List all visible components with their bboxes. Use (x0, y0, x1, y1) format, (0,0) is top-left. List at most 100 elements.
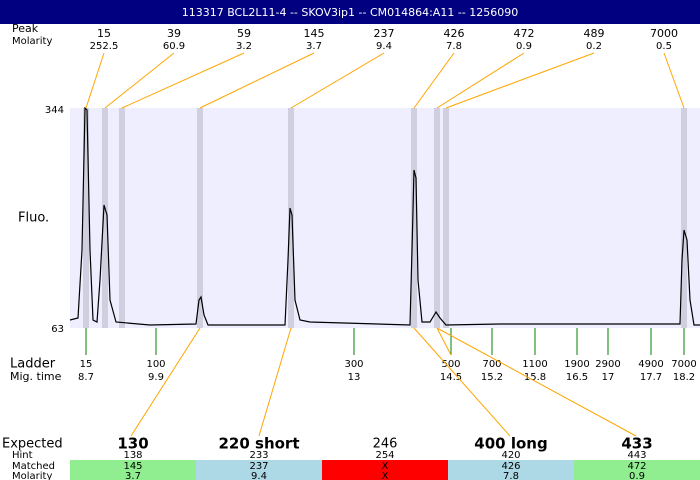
y-top-label: 344 (45, 105, 64, 116)
peak-band (197, 108, 203, 328)
peak-band (681, 108, 687, 328)
ladder-size: 4900 (638, 359, 663, 370)
peak-connector (290, 52, 385, 109)
peak-molarity: 3.7 (306, 41, 322, 52)
cell-expected: 130 (117, 435, 148, 453)
column-bg (448, 460, 574, 480)
ladder-time: 8.7 (78, 372, 94, 383)
cell-hint: 254 (375, 450, 394, 461)
ladder-size: 500 (441, 359, 460, 370)
peak-molarity: 60.9 (163, 41, 185, 52)
row-label: Matched (12, 461, 55, 472)
peak-molarity: 9.4 (376, 41, 392, 52)
peak-connector (663, 52, 685, 109)
peak-band (411, 108, 417, 328)
peak-molarity: 3.2 (236, 41, 252, 52)
cell-matched: X (382, 461, 389, 472)
peak-size: 39 (167, 27, 181, 40)
cell-expected: 220 short (218, 435, 299, 453)
cell-matched: 472 (627, 461, 646, 472)
cell-molarity: 9.4 (251, 471, 267, 480)
ladder-label: Ladder (10, 357, 56, 372)
peak-band (102, 108, 108, 328)
peak-size: 145 (304, 27, 325, 40)
peak-size: 59 (237, 27, 251, 40)
ladder-size: 1100 (522, 359, 547, 370)
ladder-size: 700 (482, 359, 501, 370)
peak-band (119, 108, 125, 328)
cell-molarity: 0.9 (629, 471, 645, 480)
ladder-time: 17 (602, 372, 615, 383)
match-connector (436, 327, 452, 356)
cell-matched: 237 (249, 461, 268, 472)
peak-size: 7000 (650, 27, 678, 40)
column-bg (196, 460, 322, 480)
peak-connector (436, 52, 525, 109)
peak-size: 472 (514, 27, 535, 40)
size-row-label: Peak (12, 22, 39, 35)
cell-molarity: 7.8 (503, 471, 519, 480)
row-label: Expected (2, 437, 63, 452)
title: 113317 BCL2L11-4 -- SKOV3ip1 -- CM014864… (182, 6, 519, 19)
cell-expected: 400 long (474, 435, 547, 453)
peak-size: 426 (444, 27, 465, 40)
peak-molarity: 0.2 (586, 41, 602, 52)
cell-expected: 433 (621, 435, 652, 453)
column-bg (70, 460, 196, 480)
peak-connector (199, 52, 315, 109)
molarity-row-label: Molarity (12, 36, 52, 47)
peak-molarity: 0.5 (656, 41, 672, 52)
peak-band (443, 108, 449, 328)
cell-hint: 443 (627, 450, 646, 461)
ladder-time: 14.5 (440, 372, 462, 383)
ladder-time: 18.2 (673, 372, 695, 383)
trace (69, 106, 700, 326)
y-bottom-label: 63 (51, 324, 64, 335)
plot-area (70, 108, 700, 328)
cell-molarity: X (382, 471, 389, 480)
match-connector (413, 327, 511, 437)
peak-band (288, 108, 294, 328)
ladder-time: 17.7 (640, 372, 662, 383)
peak-size: 15 (97, 27, 111, 40)
peak-connector (104, 52, 175, 109)
cell-hint: 233 (249, 450, 268, 461)
peak-molarity: 0.9 (516, 41, 532, 52)
peak-connector (85, 52, 105, 109)
y-axis-label: Fluo. (18, 211, 49, 226)
ladder-time: 16.5 (566, 372, 588, 383)
match-connector (130, 327, 201, 437)
peak-size: 489 (584, 27, 605, 40)
peak-molarity: 252.5 (90, 41, 119, 52)
mig-time-label: Mig. time (10, 370, 62, 383)
ladder-time: 9.9 (148, 372, 164, 383)
peak-connector (413, 52, 455, 109)
peak-connector (445, 52, 595, 109)
cell-matched: 426 (501, 461, 520, 472)
ladder-time: 13 (348, 372, 361, 383)
column-bg (322, 460, 448, 480)
title-bar (0, 0, 700, 24)
cell-matched: 145 (123, 461, 142, 472)
peak-molarity: 7.8 (446, 41, 462, 52)
row-label: Molarity (12, 471, 52, 480)
match-connector (436, 327, 637, 437)
cell-expected: 246 (373, 437, 398, 452)
ladder-time: 15.2 (481, 372, 503, 383)
ladder-size: 300 (344, 359, 363, 370)
cell-hint: 138 (123, 450, 142, 461)
cell-hint: 420 (501, 450, 520, 461)
peak-band (83, 108, 89, 328)
row-label: Hint (12, 450, 33, 461)
peak-band (434, 108, 440, 328)
peak-connector (121, 52, 245, 109)
ladder-size: 15 (80, 359, 93, 370)
ladder-time: 15.8 (524, 372, 546, 383)
ladder-size: 1900 (564, 359, 589, 370)
ladder-size: 100 (146, 359, 165, 370)
cell-molarity: 3.7 (125, 471, 141, 480)
match-connector (258, 327, 292, 437)
ladder-size: 2900 (595, 359, 620, 370)
ladder-size: 7000 (671, 359, 696, 370)
